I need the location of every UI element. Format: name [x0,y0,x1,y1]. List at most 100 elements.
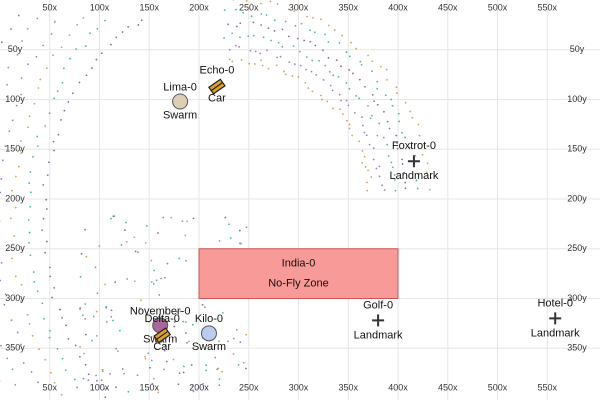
trail-dot [365,134,368,137]
trail-dot [223,37,225,39]
trail-dot [100,52,103,55]
trail-dot [114,281,117,284]
entity-name: Lima-0 [163,81,197,93]
trail-dot [260,24,263,26]
trail-dot [345,119,348,122]
x-tick-label: 500x [488,2,508,12]
trail-dot [67,101,70,103]
trail-dot [126,278,129,280]
trail-dot [186,220,188,223]
trail-dot [250,3,253,6]
trail-dot [28,322,31,325]
trail-dot [83,352,85,355]
trail-dot [247,35,250,38]
trail-dot [338,93,341,96]
trail-dot [26,28,29,30]
trail-dot [355,94,358,97]
trail-dot [296,37,299,40]
trail-dot [149,366,151,369]
zone-kind: No-Fly Zone [268,278,329,290]
x-tick-label: 400x [388,2,408,12]
trail-dot [403,171,405,174]
trail-dot [181,220,184,223]
trail-dot [132,308,135,311]
trail-dot [276,3,279,5]
trail-dot [372,158,375,161]
trail-dot [390,98,393,101]
trail-dot [327,41,330,43]
trail-dot [388,127,391,130]
trail-dot [164,344,167,347]
trail-dot [192,346,195,349]
trail-dot [376,103,379,106]
trail-dot [395,92,398,95]
trail-dot [10,189,13,192]
trail-dot [116,350,119,353]
trail-dot [121,368,124,370]
trail-dot [393,174,396,176]
y-tick-label: 250y [5,243,25,253]
trail-dot [85,74,88,77]
trail-dot [33,102,36,105]
trail-dot [385,78,388,81]
trail-dot [378,175,381,178]
landmark-marker [407,155,420,168]
trail-dot [20,343,22,346]
trail-dot [223,9,226,12]
trail-dot [0,344,2,347]
x-tick-label: 500x [488,382,508,392]
trail-dot [29,171,32,173]
trail-dot [184,234,187,237]
landmark-marker [372,314,385,327]
trail-dot [127,25,130,28]
trail-dot [396,147,399,150]
trail-dot [261,64,264,67]
trail-dot [156,232,159,234]
trail-dot [94,266,97,269]
trail-dot [235,25,238,28]
trail-dot [176,310,178,313]
entity-name: Delta-0 [144,313,179,325]
trail-dot [170,216,173,219]
trail-dot [294,24,297,27]
trail-dot [287,8,290,11]
no-fly-zone [198,248,399,300]
trail-dot [84,333,87,336]
trail-dot [303,39,306,42]
trail-dot [42,183,45,186]
trail-dot [14,384,17,386]
trail-dot [375,167,378,170]
trail-dot [45,240,48,243]
trail-dot [137,24,140,26]
trail-dot [340,99,342,102]
trail-dot [281,45,284,48]
entity-kind: Landmark [531,327,580,339]
trail-dot [358,140,361,143]
trail-dot [166,262,169,265]
trail-dot [304,81,307,84]
trail-dot [144,355,146,358]
trail-dot [370,114,373,117]
entity-name: Golf-0 [363,299,393,311]
trail-dot [430,177,432,179]
trail-dot [232,353,235,355]
trail-dot [205,364,208,367]
trail-dot [228,58,231,61]
trail-dot [84,228,86,231]
car-marker [208,78,226,95]
trail-dot [380,65,382,68]
trail-dot [409,110,412,113]
trail-dot [49,371,52,374]
trail-dot [75,48,78,50]
trail-dot [404,101,407,104]
trail-dot [322,79,325,81]
trail-dot [192,390,195,393]
trail-dot [191,385,194,388]
trail-dot [381,184,384,187]
entity-kind: Car [153,341,171,353]
trail-dot [145,225,148,227]
trail-dot [89,32,92,35]
swarm-marker [200,325,217,342]
trail-dot [163,349,166,352]
